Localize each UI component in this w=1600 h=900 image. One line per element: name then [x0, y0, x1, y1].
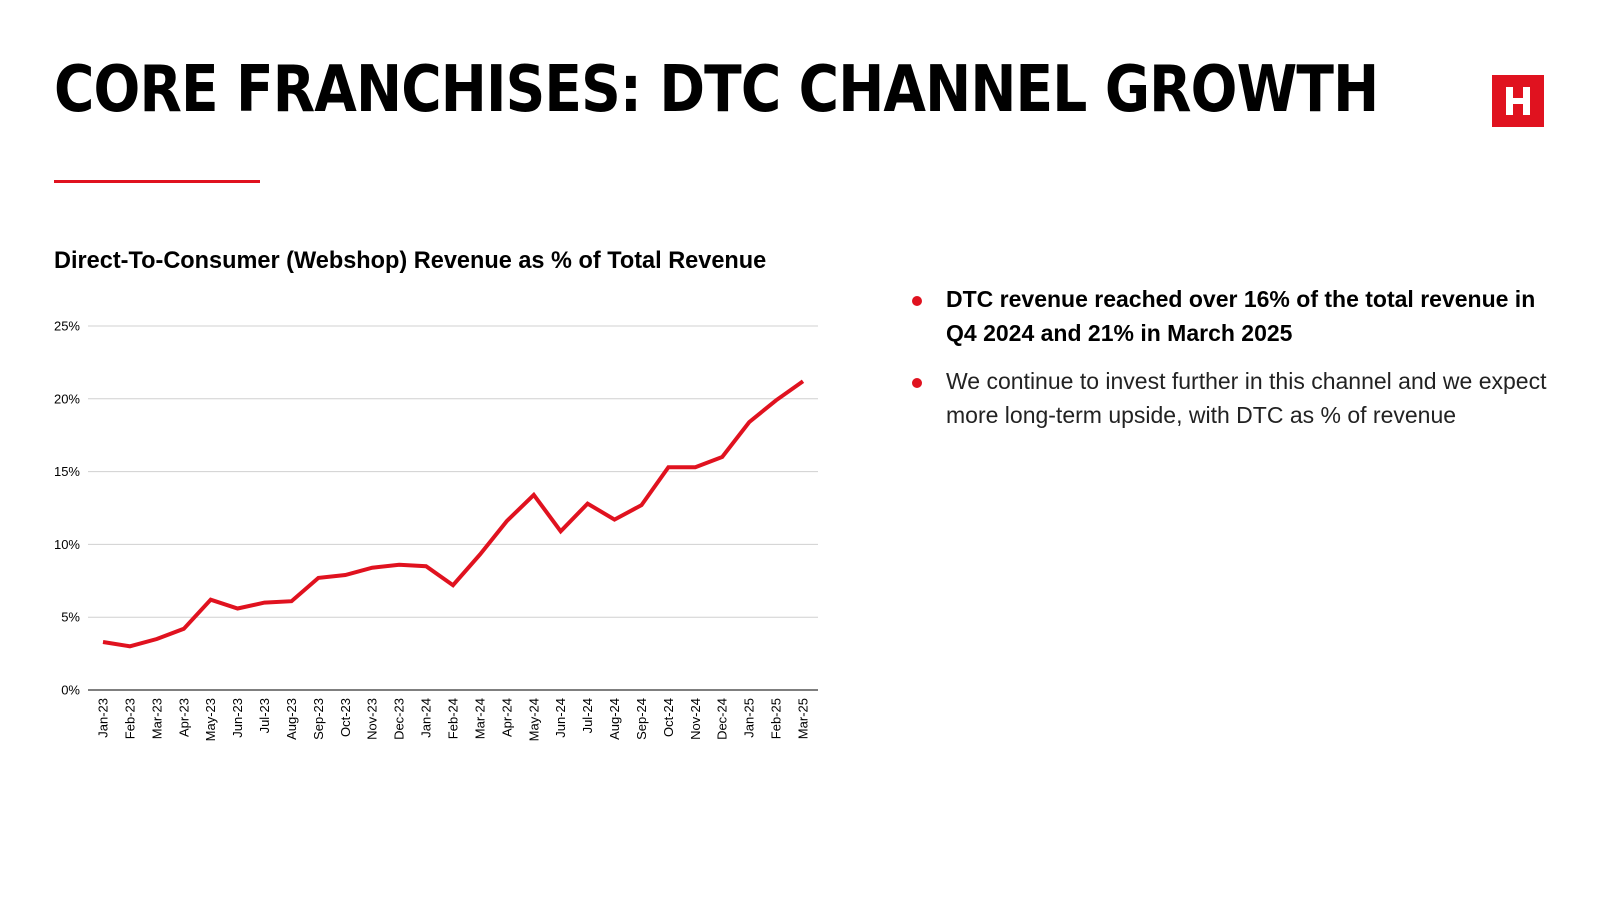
- x-tick-label: Apr-23: [176, 698, 191, 737]
- x-tick-label: Jul-23: [257, 698, 272, 733]
- key-points: DTC revenue reached over 16% of the tota…: [912, 282, 1552, 446]
- page-title: CORE FRANCHISES: DTC CHANNEL GROWTH: [54, 53, 1379, 127]
- x-tick-label: Feb-23: [122, 698, 137, 739]
- x-tick-label: Jun-24: [553, 698, 568, 738]
- x-tick-label: Mar-23: [149, 698, 164, 739]
- y-tick-label: 20%: [54, 391, 80, 406]
- y-tick-label: 10%: [54, 537, 80, 552]
- x-tick-label: Aug-24: [607, 698, 622, 740]
- x-tick-label: Aug-23: [284, 698, 299, 740]
- x-tick-label: Oct-23: [338, 698, 353, 737]
- x-tick-label: Sep-23: [311, 698, 326, 740]
- bullet-dot-icon: [912, 296, 922, 306]
- y-tick-label: 0%: [61, 683, 80, 698]
- y-tick-label: 5%: [61, 610, 80, 625]
- x-tick-label: Oct-24: [661, 698, 676, 737]
- x-tick-label: Jun-23: [230, 698, 245, 738]
- x-tick-label: Nov-23: [365, 698, 380, 740]
- bullet-dot-icon: [912, 378, 922, 388]
- chart-title: Direct-To-Consumer (Webshop) Revenue as …: [54, 247, 767, 274]
- x-tick-label: Mar-25: [796, 698, 811, 739]
- x-tick-label: Sep-24: [634, 698, 649, 740]
- x-tick-label: Dec-24: [715, 698, 730, 740]
- x-tick-label: Jul-24: [580, 698, 595, 733]
- x-tick-label: Jan-23: [96, 698, 111, 738]
- y-tick-label: 25%: [54, 319, 80, 334]
- bullet-item: We continue to invest further in this ch…: [912, 364, 1552, 432]
- x-tick-label: Mar-24: [472, 698, 487, 739]
- y-tick-label: 15%: [54, 464, 80, 479]
- x-tick-label: Apr-24: [499, 698, 514, 737]
- bullet-item: DTC revenue reached over 16% of the tota…: [912, 282, 1552, 350]
- brand-logo-icon: [1492, 75, 1544, 127]
- x-tick-label: Jan-24: [419, 698, 434, 738]
- bullet-text: We continue to invest further in this ch…: [946, 368, 1547, 428]
- x-tick-label: Nov-24: [688, 698, 703, 740]
- x-tick-label: May-24: [526, 698, 541, 741]
- x-tick-label: May-23: [203, 698, 218, 741]
- x-tick-label: Feb-24: [446, 698, 461, 739]
- x-tick-label: Feb-25: [769, 698, 784, 739]
- x-tick-label: Dec-23: [392, 698, 407, 740]
- dtc-revenue-line-chart: 0% 5% 10% 15% 20% 25% Jan-23 Feb-23 Mar-23 Apr-23…: [54, 319, 818, 741]
- x-tick-label: Jan-25: [742, 698, 757, 738]
- series-line: [102, 379, 805, 649]
- title-underline: [54, 180, 260, 183]
- bullet-text: DTC revenue reached over 16% of the tota…: [946, 286, 1536, 346]
